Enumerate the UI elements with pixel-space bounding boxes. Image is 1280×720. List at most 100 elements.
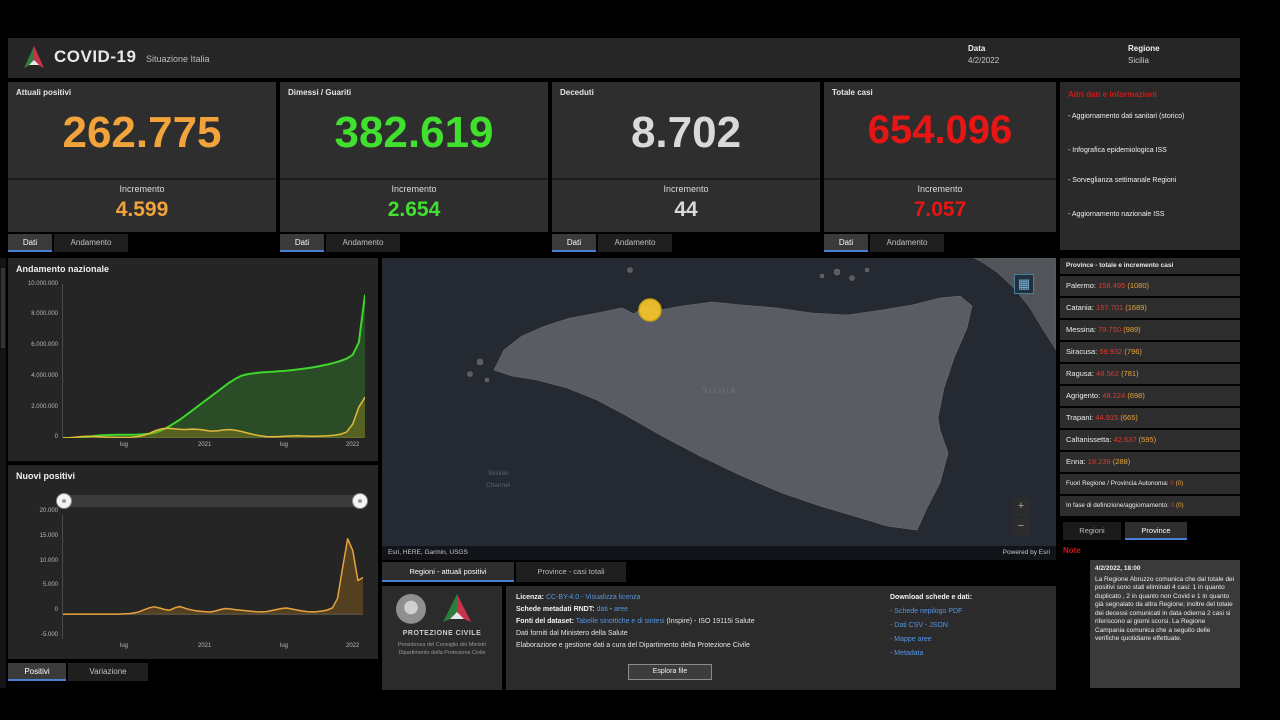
- metadata-aree-link[interactable]: aree: [614, 606, 629, 613]
- tab-andamento[interactable]: Andamento: [326, 234, 400, 252]
- province-total: 59.932: [1099, 347, 1123, 356]
- province-increment: (595): [1138, 435, 1157, 444]
- tab-dati[interactable]: Dati: [280, 234, 324, 252]
- card-value: 382.619: [334, 108, 494, 157]
- tab-dati[interactable]: Dati: [824, 234, 868, 252]
- italy-emblem-icon: [396, 594, 426, 624]
- row-label: Fuori Regione / Provincia Autonoma:: [1066, 480, 1169, 487]
- note-body[interactable]: 4/2/2022, 18:00 La Regione Abruzzo comun…: [1090, 560, 1240, 688]
- province-name: Siracusa:: [1066, 347, 1098, 356]
- tab-variazione[interactable]: Variazione: [68, 663, 148, 681]
- scrollbar-thumb[interactable]: [1, 268, 5, 348]
- row-in-fase-di-definizione: In fase di definizione/aggiornamento: 0 …: [1060, 496, 1240, 516]
- attribution-text: Esri, HERE, Garmin, USGS: [388, 549, 468, 556]
- footer-info: Licenza: CC-BY-4.0 - Visualizza licenza …: [506, 586, 1056, 690]
- slider-handle-left[interactable]: [56, 493, 72, 509]
- calabria-shape: [973, 258, 1056, 351]
- card-attuali-positivi: Attuali positivi 262.775 Incremento 4.59…: [8, 82, 276, 232]
- card4-tabs: Dati Andamento: [824, 234, 1056, 252]
- province-total: 157.701: [1096, 303, 1124, 312]
- province-row-agrigento[interactable]: Agrigento: 48.224 (698): [1060, 386, 1240, 406]
- link-sorveglianza-regioni[interactable]: - Sorveglianza settimanale Regioni: [1068, 177, 1177, 184]
- license-link[interactable]: CC-BY-4.0 - Visualizza licenza: [545, 594, 641, 601]
- y-tick: 5.000: [42, 582, 58, 588]
- province-name: Ragusa:: [1066, 369, 1094, 378]
- download-metadata-link[interactable]: - Metadata: [890, 650, 924, 657]
- powered-by-esri: Powered by Esri: [1002, 549, 1050, 556]
- province-name: Enna:: [1066, 457, 1086, 466]
- province-row-messina[interactable]: Messina: 79.750 (989): [1060, 320, 1240, 340]
- province-row-catania[interactable]: Catania: 157.701 (1689): [1060, 298, 1240, 318]
- y-tick: 6.000.000: [31, 342, 58, 348]
- divider: [824, 178, 1056, 180]
- row-fuori-regione: Fuori Regione / Provincia Autonoma: 0 (0…: [1060, 474, 1240, 494]
- tab-positivi[interactable]: Positivi: [8, 663, 66, 681]
- downloads-title-text: Download schede e dati:: [890, 594, 973, 601]
- sources-label: Fonti del dataset:: [516, 618, 574, 625]
- chart2-tabs: Positivi Variazione: [8, 663, 208, 681]
- tab-regioni[interactable]: Regioni: [1063, 522, 1121, 540]
- tab-province-casi-totali[interactable]: Province - casi totali: [516, 562, 626, 582]
- sources-link[interactable]: Tabelle sinottiche e di sintesi: [575, 618, 665, 625]
- province-name: Caltanissetta:: [1066, 435, 1112, 444]
- x-tick: 2021: [198, 643, 212, 649]
- download-csv-link[interactable]: - Dati CSV - JSON: [890, 622, 948, 629]
- info-panel: Altri dati e informazioni - Aggiornament…: [1060, 82, 1240, 250]
- zoom-in-button[interactable]: +: [1012, 498, 1030, 516]
- province-increment: (1689): [1125, 303, 1147, 312]
- slider-handle-right[interactable]: [352, 493, 368, 509]
- card-dimessi-guariti: Dimessi / Guariti 382.619 Incremento 2.6…: [280, 82, 548, 232]
- province-row-ragusa[interactable]: Ragusa: 48.562 (781): [1060, 364, 1240, 384]
- link-aggiornamento-nazionale-iss[interactable]: - Aggiornamento nazionale ISS: [1068, 211, 1165, 218]
- map-sicilia[interactable]: Sicilia Sicilian Channel ▦ + − Esri, HER…: [382, 258, 1056, 560]
- province-list-header: Province - totale e incremento casi: [1060, 258, 1240, 274]
- island-dot: [849, 275, 855, 281]
- y-tick: 4.000.000: [31, 373, 58, 379]
- region-value: Sicilia: [1128, 56, 1149, 65]
- metadata-dati-link[interactable]: dati: [596, 606, 608, 613]
- tab-province[interactable]: Province: [1125, 522, 1187, 540]
- sources-line: Fonti del dataset: Tabelle sinottiche e …: [516, 618, 755, 625]
- time-range-slider[interactable]: [62, 495, 362, 507]
- metadata-label: Schede metadati RNDT:: [516, 606, 595, 613]
- row-total: 0: [1170, 480, 1174, 487]
- legend-icon[interactable]: ▦: [1014, 274, 1034, 294]
- downloads-title: Download schede e dati:: [890, 594, 972, 601]
- dpc-logo: [24, 46, 44, 68]
- province-increment: (989): [1123, 325, 1141, 334]
- tab-dati[interactable]: Dati: [552, 234, 596, 252]
- left-scrollbar[interactable]: [0, 258, 6, 688]
- province-row-trapani[interactable]: Trapani: 44.915 (665): [1060, 408, 1240, 428]
- zoom-out-button[interactable]: −: [1012, 518, 1030, 536]
- row-label: In fase di definizione/aggiornamento:: [1066, 502, 1169, 509]
- link-infografica-iss[interactable]: - Infografica epidemiologica ISS: [1068, 147, 1167, 154]
- tab-regioni-attuali-positivi[interactable]: Regioni - attuali positivi: [382, 562, 514, 582]
- tab-andamento[interactable]: Andamento: [54, 234, 128, 252]
- chart-title: Andamento nazionale: [16, 264, 110, 274]
- divider: [552, 178, 820, 180]
- island-dot: [864, 267, 870, 273]
- province-row-enna[interactable]: Enna: 19.239 (288): [1060, 452, 1240, 472]
- note-title: Note: [1063, 546, 1081, 555]
- map-marker-palermo[interactable]: [638, 298, 662, 322]
- card2-tabs: Dati Andamento: [280, 234, 548, 252]
- y-tick: 0: [54, 607, 58, 613]
- esplora-file-button[interactable]: Esplora file: [628, 664, 712, 680]
- tab-andamento[interactable]: Andamento: [870, 234, 944, 252]
- divider: [280, 178, 548, 180]
- province-row-siracusa[interactable]: Siracusa: 59.932 (796): [1060, 342, 1240, 362]
- download-pdf-link[interactable]: - Schede riepilogo PDF: [890, 608, 963, 615]
- province-row-palermo[interactable]: Palermo: 158.495 (1080): [1060, 276, 1240, 296]
- card-value: 262.775: [62, 108, 222, 157]
- download-mappe-link[interactable]: - Mappe aree: [890, 636, 932, 643]
- tab-dati[interactable]: Dati: [8, 234, 52, 252]
- map-label-sea-1: Sicilian: [488, 470, 509, 477]
- province-row-caltanissetta[interactable]: Caltanissetta: 42.637 (595): [1060, 430, 1240, 450]
- tab-andamento[interactable]: Andamento: [598, 234, 672, 252]
- province-increment: (698): [1127, 391, 1145, 400]
- region-label: Regione: [1128, 44, 1160, 53]
- link-aggiornamento-dati-sanitari[interactable]: - Aggiornamento dati sanitari (storico): [1068, 113, 1185, 120]
- province-total: 19.239: [1087, 457, 1111, 466]
- plot-area: [62, 284, 365, 438]
